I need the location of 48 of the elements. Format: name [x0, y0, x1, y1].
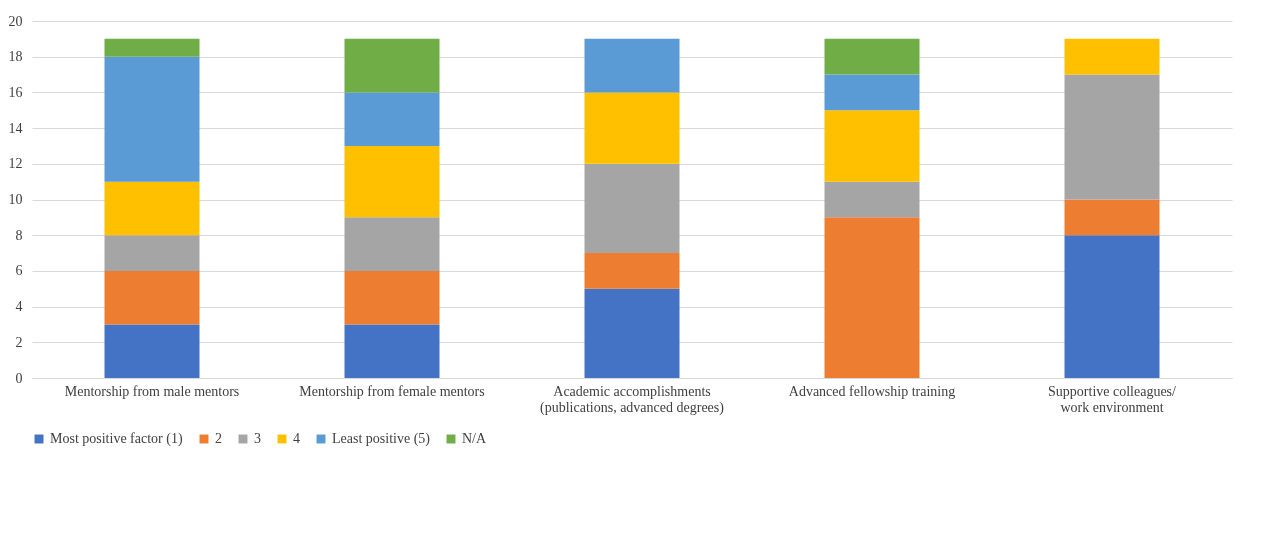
legend-label: Least positive (5): [332, 431, 431, 447]
bar: [344, 38, 440, 93]
y-tick-label: 20: [8, 13, 23, 29]
legend-label: Most positive factor (1): [50, 431, 183, 447]
y-tick-label: 6: [15, 263, 23, 279]
y-tick-label: 12: [8, 156, 23, 172]
y-tick-label: 16: [8, 84, 23, 100]
bar: [584, 38, 680, 93]
bar: [344, 270, 440, 325]
bar: [824, 74, 920, 111]
bar: [104, 56, 200, 182]
x-tick-label: Mentorship from female mentors: [299, 383, 485, 399]
y-tick-label: 0: [15, 370, 23, 386]
bar: [344, 324, 440, 378]
bar: [344, 92, 440, 146]
bar: [1064, 74, 1160, 200]
y-tick-label: 8: [15, 227, 23, 243]
y-tick-label: 4: [15, 299, 23, 315]
bar: [104, 324, 200, 378]
bar: [344, 217, 440, 271]
y-tick-label: 18: [8, 49, 23, 65]
legend-label: 2: [215, 431, 222, 446]
bar: [104, 235, 200, 271]
bar: [344, 145, 440, 218]
bar: [584, 288, 680, 378]
bar: [824, 217, 920, 378]
bar: [104, 181, 200, 236]
bar: [824, 110, 920, 182]
legend-label: 3: [254, 431, 261, 446]
bar: [1064, 38, 1160, 75]
bar: [584, 92, 680, 164]
bar: [1064, 199, 1160, 236]
bar: [584, 253, 680, 289]
x-tick-label: Academic accomplishments (publications, advanced degrees): [540, 383, 725, 416]
bar: [824, 181, 920, 218]
x-tick-label: Advanced fellowship training: [788, 383, 956, 399]
y-tick-label: 14: [8, 120, 23, 136]
x-tick-label: Supportive colleagues/ work environment: [1048, 383, 1177, 415]
bar: [584, 163, 680, 254]
y-tick-label: 10: [8, 192, 23, 207]
bar: [824, 38, 920, 75]
y-tick-label: 2: [15, 334, 23, 350]
x-tick-label: Mentorship from male mentors: [64, 383, 240, 399]
bar: [104, 38, 200, 57]
bar: [1064, 235, 1160, 378]
bar: [104, 270, 200, 325]
legend-label: N/A: [462, 431, 487, 446]
legend-label: 4: [293, 431, 300, 446]
